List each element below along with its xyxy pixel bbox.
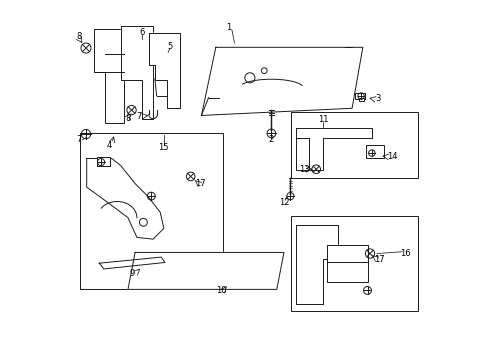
Text: 6: 6 (139, 28, 144, 37)
Text: 10: 10 (216, 286, 226, 295)
Text: 14: 14 (386, 152, 397, 161)
Bar (97, 157, 109, 166)
Bar (290, 216, 418, 311)
Text: 1: 1 (225, 23, 230, 32)
Polygon shape (149, 33, 180, 108)
Text: 17: 17 (195, 179, 205, 188)
Bar (80, 134, 223, 289)
Text: 7: 7 (76, 135, 81, 144)
Polygon shape (94, 30, 124, 123)
Polygon shape (121, 26, 153, 119)
Bar (354, 93, 364, 99)
Text: 9: 9 (130, 269, 135, 278)
Text: 2: 2 (268, 135, 273, 144)
Bar (290, 112, 418, 178)
Bar (366, 145, 384, 158)
Text: 11: 11 (318, 114, 328, 123)
Bar (326, 244, 367, 282)
Text: 15: 15 (158, 143, 169, 152)
Polygon shape (86, 158, 163, 239)
Text: 7: 7 (136, 112, 141, 121)
Bar (359, 98, 363, 101)
Polygon shape (296, 128, 371, 170)
Text: 5: 5 (167, 42, 173, 51)
Polygon shape (201, 47, 362, 116)
Polygon shape (99, 257, 164, 269)
Text: 16: 16 (399, 249, 409, 258)
Polygon shape (128, 252, 284, 289)
Text: 17: 17 (373, 255, 384, 264)
Text: 8: 8 (125, 114, 130, 123)
Text: 8: 8 (77, 32, 82, 41)
Text: 3: 3 (374, 94, 380, 103)
Text: 13: 13 (298, 165, 309, 174)
Text: 4: 4 (106, 141, 112, 150)
Polygon shape (296, 225, 337, 304)
Text: 12: 12 (279, 198, 289, 207)
